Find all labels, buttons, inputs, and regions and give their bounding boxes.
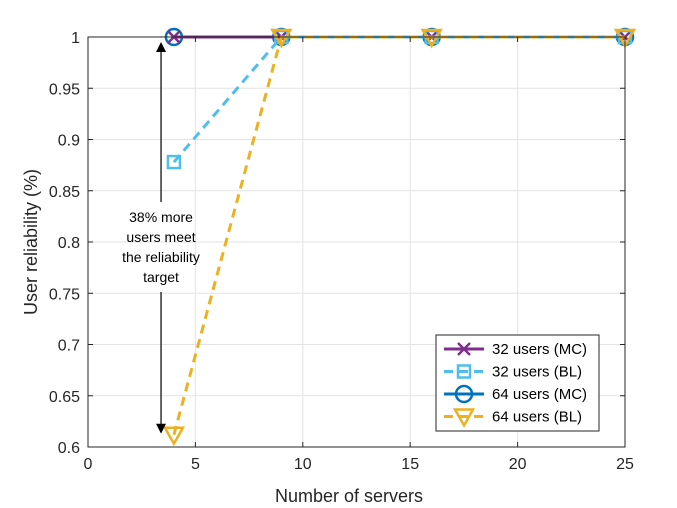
annotation-text-line: target bbox=[143, 269, 179, 285]
y-tick-label: 0.85 bbox=[49, 184, 80, 201]
x-tick-label: 20 bbox=[509, 456, 527, 473]
legend-marker bbox=[457, 342, 471, 356]
y-tick-label: 0.95 bbox=[49, 81, 80, 98]
legend-entry: 32 users (MC) bbox=[444, 341, 587, 358]
data-point bbox=[420, 28, 443, 49]
annotation-text-line: the reliability bbox=[122, 249, 200, 265]
data-point bbox=[270, 28, 293, 49]
annotation-text-line: users meet bbox=[126, 229, 195, 245]
legend-marker bbox=[454, 384, 474, 404]
legend-marker bbox=[456, 364, 472, 379]
legend-marker bbox=[452, 408, 476, 429]
annotation: 38% more users meet the reliability target bbox=[122, 36, 200, 434]
marker-stroke bbox=[457, 342, 471, 356]
data-point bbox=[613, 28, 637, 49]
legend: 32 users (MC) 32 users (BL) 64 users (MC) 6… bbox=[435, 334, 600, 432]
legend-label: 32 users (BL) bbox=[492, 364, 582, 381]
ticks: 0 5 10 15 20 25 0.6 0.65 0.7 0.75 0.8 0.85 0.9 0.95 1 bbox=[49, 30, 634, 473]
y-tick-label: 0.9 bbox=[58, 133, 80, 150]
legend-entry: 32 users (BL) bbox=[444, 364, 582, 381]
data-point bbox=[162, 426, 186, 447]
legend-label: 32 users (MC) bbox=[492, 341, 587, 358]
annotation-text-line: 38% more bbox=[129, 209, 193, 225]
y-tick-label: 0.8 bbox=[58, 235, 80, 252]
legend-label: 64 users (MC) bbox=[492, 386, 587, 403]
x-tick-label: 25 bbox=[616, 456, 634, 473]
y-tick-label: 1 bbox=[71, 30, 80, 47]
x-tick-label: 5 bbox=[191, 456, 200, 473]
y-tick-label: 0.6 bbox=[58, 440, 80, 457]
x-tick-label: 0 bbox=[84, 456, 93, 473]
x-tick-label: 10 bbox=[294, 456, 312, 473]
legend-entry: 64 users (BL) bbox=[444, 408, 582, 429]
data-point bbox=[166, 154, 182, 170]
y-axis-label: User reliability (%) bbox=[21, 169, 41, 315]
x-axis-label: Number of servers bbox=[275, 486, 423, 506]
y-tick-label: 0.7 bbox=[58, 338, 80, 355]
y-tick-label: 0.65 bbox=[49, 389, 80, 406]
x-tick-label: 15 bbox=[401, 456, 419, 473]
y-tick-label: 0.75 bbox=[49, 286, 80, 303]
legend-label: 64 users (BL) bbox=[492, 409, 582, 426]
legend-entry: 64 users (MC) bbox=[444, 384, 587, 404]
